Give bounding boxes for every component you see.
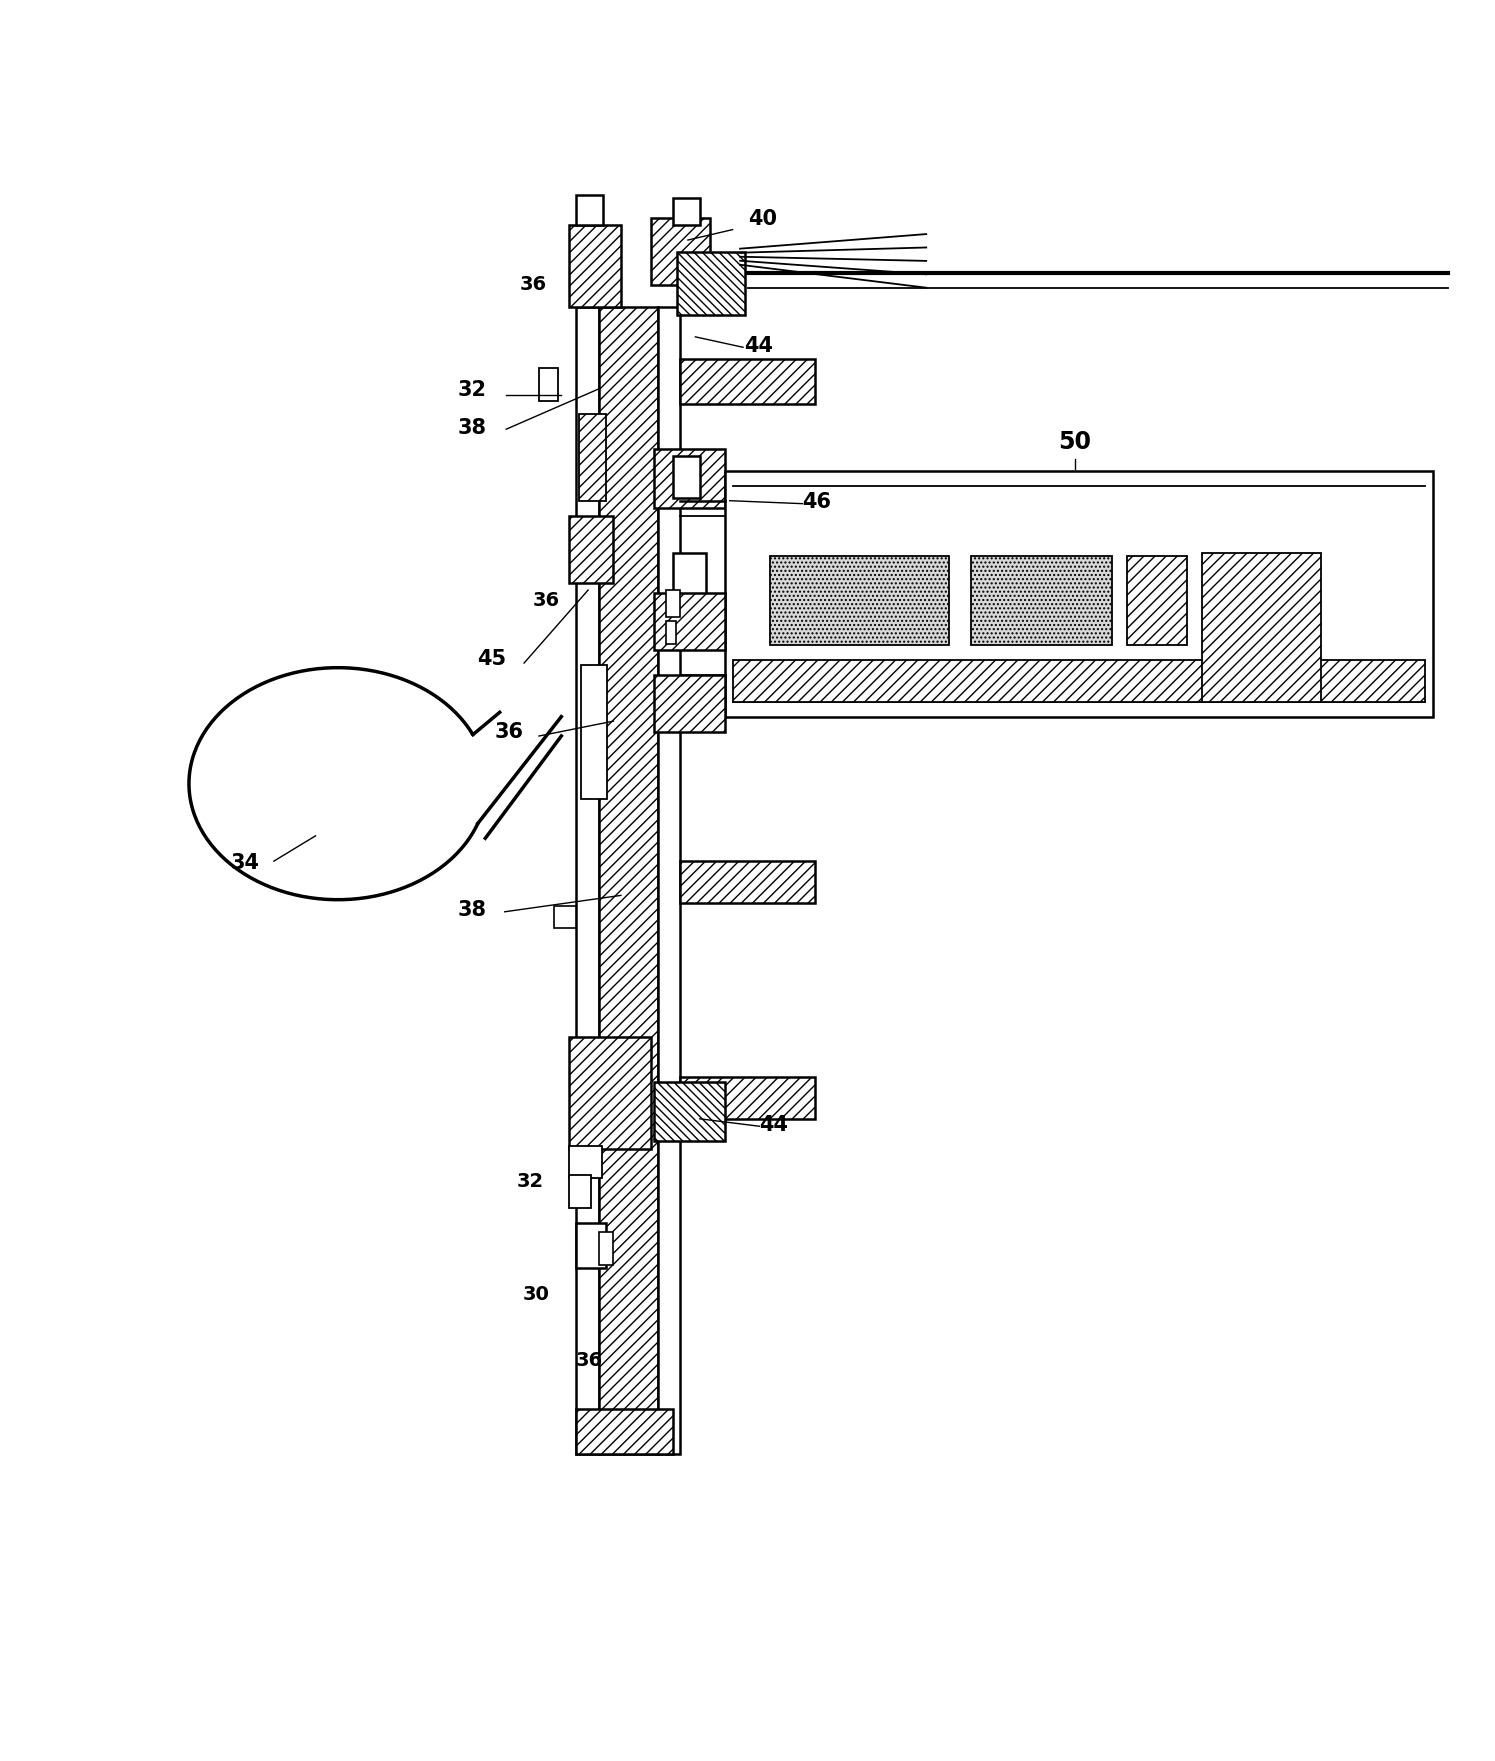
Text: 30: 30 — [523, 1286, 550, 1305]
Text: 38: 38 — [457, 417, 486, 438]
Bar — [598, 1233, 613, 1264]
Bar — [553, 905, 576, 928]
Bar — [970, 556, 1112, 645]
Bar — [658, 306, 680, 1455]
Bar — [568, 1146, 601, 1178]
Text: 36: 36 — [495, 722, 523, 741]
Bar — [673, 456, 700, 498]
Text: 46: 46 — [803, 491, 831, 512]
Text: 45: 45 — [477, 648, 505, 669]
Bar — [540, 368, 558, 402]
Bar — [568, 516, 613, 583]
Bar — [1202, 553, 1322, 703]
Text: 38: 38 — [457, 900, 486, 921]
Text: 40: 40 — [748, 210, 777, 229]
Text: 32: 32 — [516, 1171, 544, 1190]
Bar — [725, 470, 1432, 717]
Bar — [680, 861, 815, 903]
Bar — [650, 218, 710, 285]
Bar — [579, 414, 605, 500]
Bar — [680, 359, 815, 403]
Text: 34: 34 — [232, 852, 260, 873]
Bar — [673, 199, 700, 225]
Text: 36: 36 — [532, 592, 561, 609]
Text: 36: 36 — [519, 275, 547, 294]
Bar — [1127, 556, 1187, 645]
Bar — [665, 622, 676, 645]
Bar — [576, 1224, 605, 1268]
Bar — [568, 1037, 650, 1148]
Bar — [568, 1175, 591, 1208]
Text: 36: 36 — [576, 1351, 602, 1370]
Text: 32: 32 — [457, 380, 486, 400]
Bar — [665, 590, 680, 616]
Bar — [770, 556, 948, 645]
Text: 44: 44 — [745, 336, 773, 356]
Bar — [673, 553, 706, 597]
Bar — [733, 660, 1425, 703]
Bar — [580, 664, 607, 798]
Bar — [653, 449, 725, 509]
Bar — [576, 306, 598, 1455]
Bar — [653, 593, 725, 650]
Bar — [653, 1081, 725, 1141]
Bar — [653, 674, 725, 731]
Bar — [568, 225, 620, 306]
Bar — [576, 195, 602, 225]
Bar — [576, 1409, 673, 1455]
Bar — [680, 1078, 815, 1118]
Text: 50: 50 — [1058, 430, 1091, 454]
Bar — [677, 252, 745, 315]
Text: 44: 44 — [759, 1115, 788, 1134]
Bar — [598, 306, 658, 1455]
